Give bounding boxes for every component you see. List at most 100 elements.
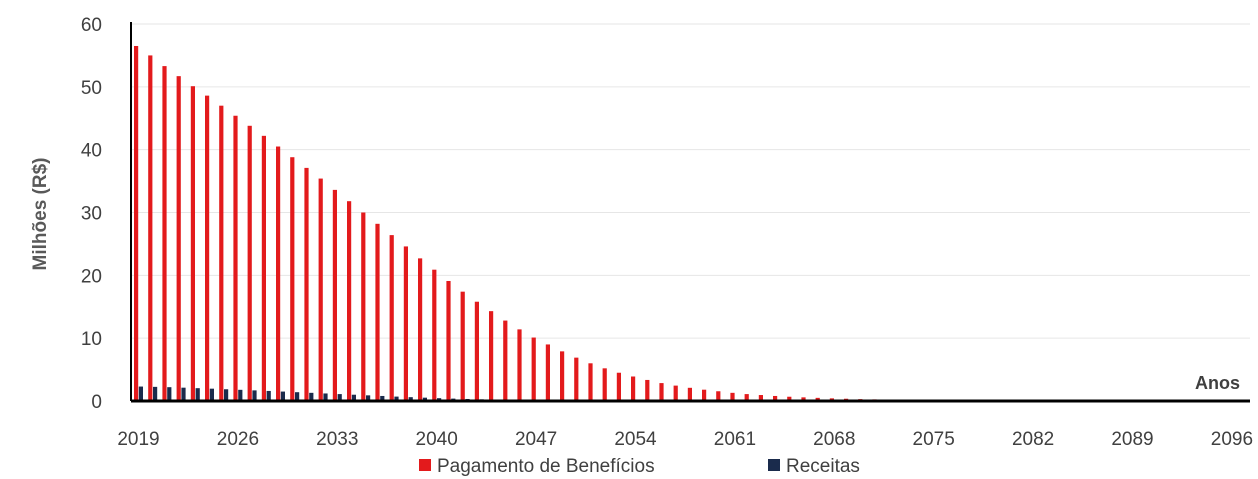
bar-revenue — [408, 397, 413, 401]
bar-benefits — [403, 246, 408, 401]
bar-revenue — [153, 386, 158, 401]
bar-benefits — [304, 167, 309, 401]
y-tick-label: 40 — [81, 141, 102, 162]
bar-benefits — [460, 291, 465, 401]
bar-benefits — [815, 397, 820, 401]
bar-revenue — [167, 387, 172, 401]
bar-benefits — [730, 392, 735, 401]
bar-revenue — [323, 393, 328, 401]
bar-revenue — [366, 395, 371, 401]
y-tick-label: 60 — [81, 15, 102, 36]
bar-benefits — [190, 86, 195, 401]
bar-benefits — [503, 320, 508, 401]
bar-benefits — [332, 189, 337, 401]
bar-benefits — [758, 395, 763, 401]
x-tick-label: 2061 — [714, 429, 756, 450]
bar-benefits — [645, 379, 650, 401]
x-tick-label: 2068 — [813, 429, 855, 450]
bar-benefits — [744, 394, 749, 401]
bar-benefits — [290, 157, 295, 401]
y-tick-label: 0 — [91, 392, 102, 413]
bar-revenue — [252, 390, 257, 401]
bar-benefits — [148, 55, 153, 402]
bar-revenue — [209, 388, 214, 401]
bar-benefits — [233, 115, 238, 402]
x-tick-label: 2096 — [1211, 429, 1253, 450]
bar-revenue — [195, 388, 200, 401]
bar-benefits — [588, 363, 593, 401]
bar-revenue — [337, 394, 342, 401]
legend-label-benefits: Pagamento de Benefícios — [437, 456, 655, 477]
bar-benefits — [347, 201, 352, 401]
x-tick-label: 2075 — [913, 429, 955, 450]
x-tick-label: 2054 — [614, 429, 657, 450]
bar-revenue — [138, 386, 143, 401]
bar-benefits — [276, 146, 281, 401]
bar-benefits — [773, 395, 778, 401]
bar-benefits — [574, 357, 579, 401]
y-tick-label: 10 — [81, 329, 102, 350]
bar-benefits — [716, 391, 721, 401]
bar-benefits — [432, 269, 437, 401]
bar-benefits — [219, 105, 224, 402]
x-tick-label: 2082 — [1012, 429, 1054, 450]
bar-benefits — [134, 45, 139, 402]
bar-benefits — [247, 125, 252, 401]
bar-revenue — [394, 396, 399, 401]
x-tick-label: 2040 — [416, 429, 458, 450]
bar-benefits — [162, 66, 167, 401]
bar-revenue — [280, 391, 285, 401]
bars — [134, 45, 1147, 402]
bar-revenue — [295, 392, 300, 401]
bar-benefits — [176, 76, 181, 402]
bar-benefits — [361, 212, 366, 401]
legend-label-revenue: Receitas — [786, 456, 860, 477]
bar-revenue — [266, 390, 271, 401]
bar-benefits — [545, 344, 550, 401]
bar-benefits — [418, 258, 423, 401]
x-tick-label: 2033 — [316, 429, 358, 450]
y-tick-label: 20 — [81, 266, 102, 287]
bar-benefits — [673, 385, 678, 401]
bar-benefits — [389, 235, 394, 401]
bar-revenue — [224, 389, 229, 401]
y-axis-title: Milhões (R$) — [30, 158, 51, 271]
bar-benefits — [801, 397, 806, 401]
x-tick-label: 2089 — [1111, 429, 1153, 450]
x-tick-label: 2019 — [117, 429, 159, 450]
gridlines — [131, 23, 1250, 339]
legend: Pagamento de Benefícios Receitas — [419, 456, 860, 477]
bar-benefits — [687, 387, 692, 401]
y-tick-labels: 0 10 20 30 40 50 60 — [81, 15, 102, 413]
bar-benefits — [531, 337, 536, 401]
bar-benefits — [318, 178, 323, 401]
bar-benefits — [560, 351, 565, 401]
legend-swatch-benefits — [419, 459, 431, 471]
x-axis-title: Anos — [1195, 373, 1240, 393]
x-tick-label: 2026 — [217, 429, 259, 450]
x-tick-label: 2047 — [515, 429, 557, 450]
bar-benefits — [205, 95, 210, 401]
bar-revenue — [422, 397, 427, 401]
bar-benefits — [375, 223, 380, 401]
y-tick-label: 30 — [81, 204, 102, 225]
bar-revenue — [238, 389, 243, 401]
bar-revenue — [351, 394, 356, 401]
bar-benefits — [517, 329, 522, 401]
bar-benefits — [474, 301, 479, 401]
bar-benefits — [489, 311, 494, 401]
bar-benefits — [261, 135, 266, 401]
y-tick-label: 50 — [81, 78, 102, 99]
bar-revenue — [380, 395, 385, 401]
bar-benefits — [446, 280, 451, 401]
x-tick-labels: 2019 2026 2033 2040 2047 2054 2061 2068 2075 2082… — [117, 429, 1253, 450]
bar-benefits — [659, 383, 664, 401]
bar-benefits — [787, 396, 792, 401]
bar-revenue — [309, 392, 314, 401]
bar-benefits — [702, 389, 707, 401]
legend-swatch-revenue — [768, 459, 780, 471]
bar-benefits — [616, 372, 621, 401]
axes — [130, 22, 1250, 403]
